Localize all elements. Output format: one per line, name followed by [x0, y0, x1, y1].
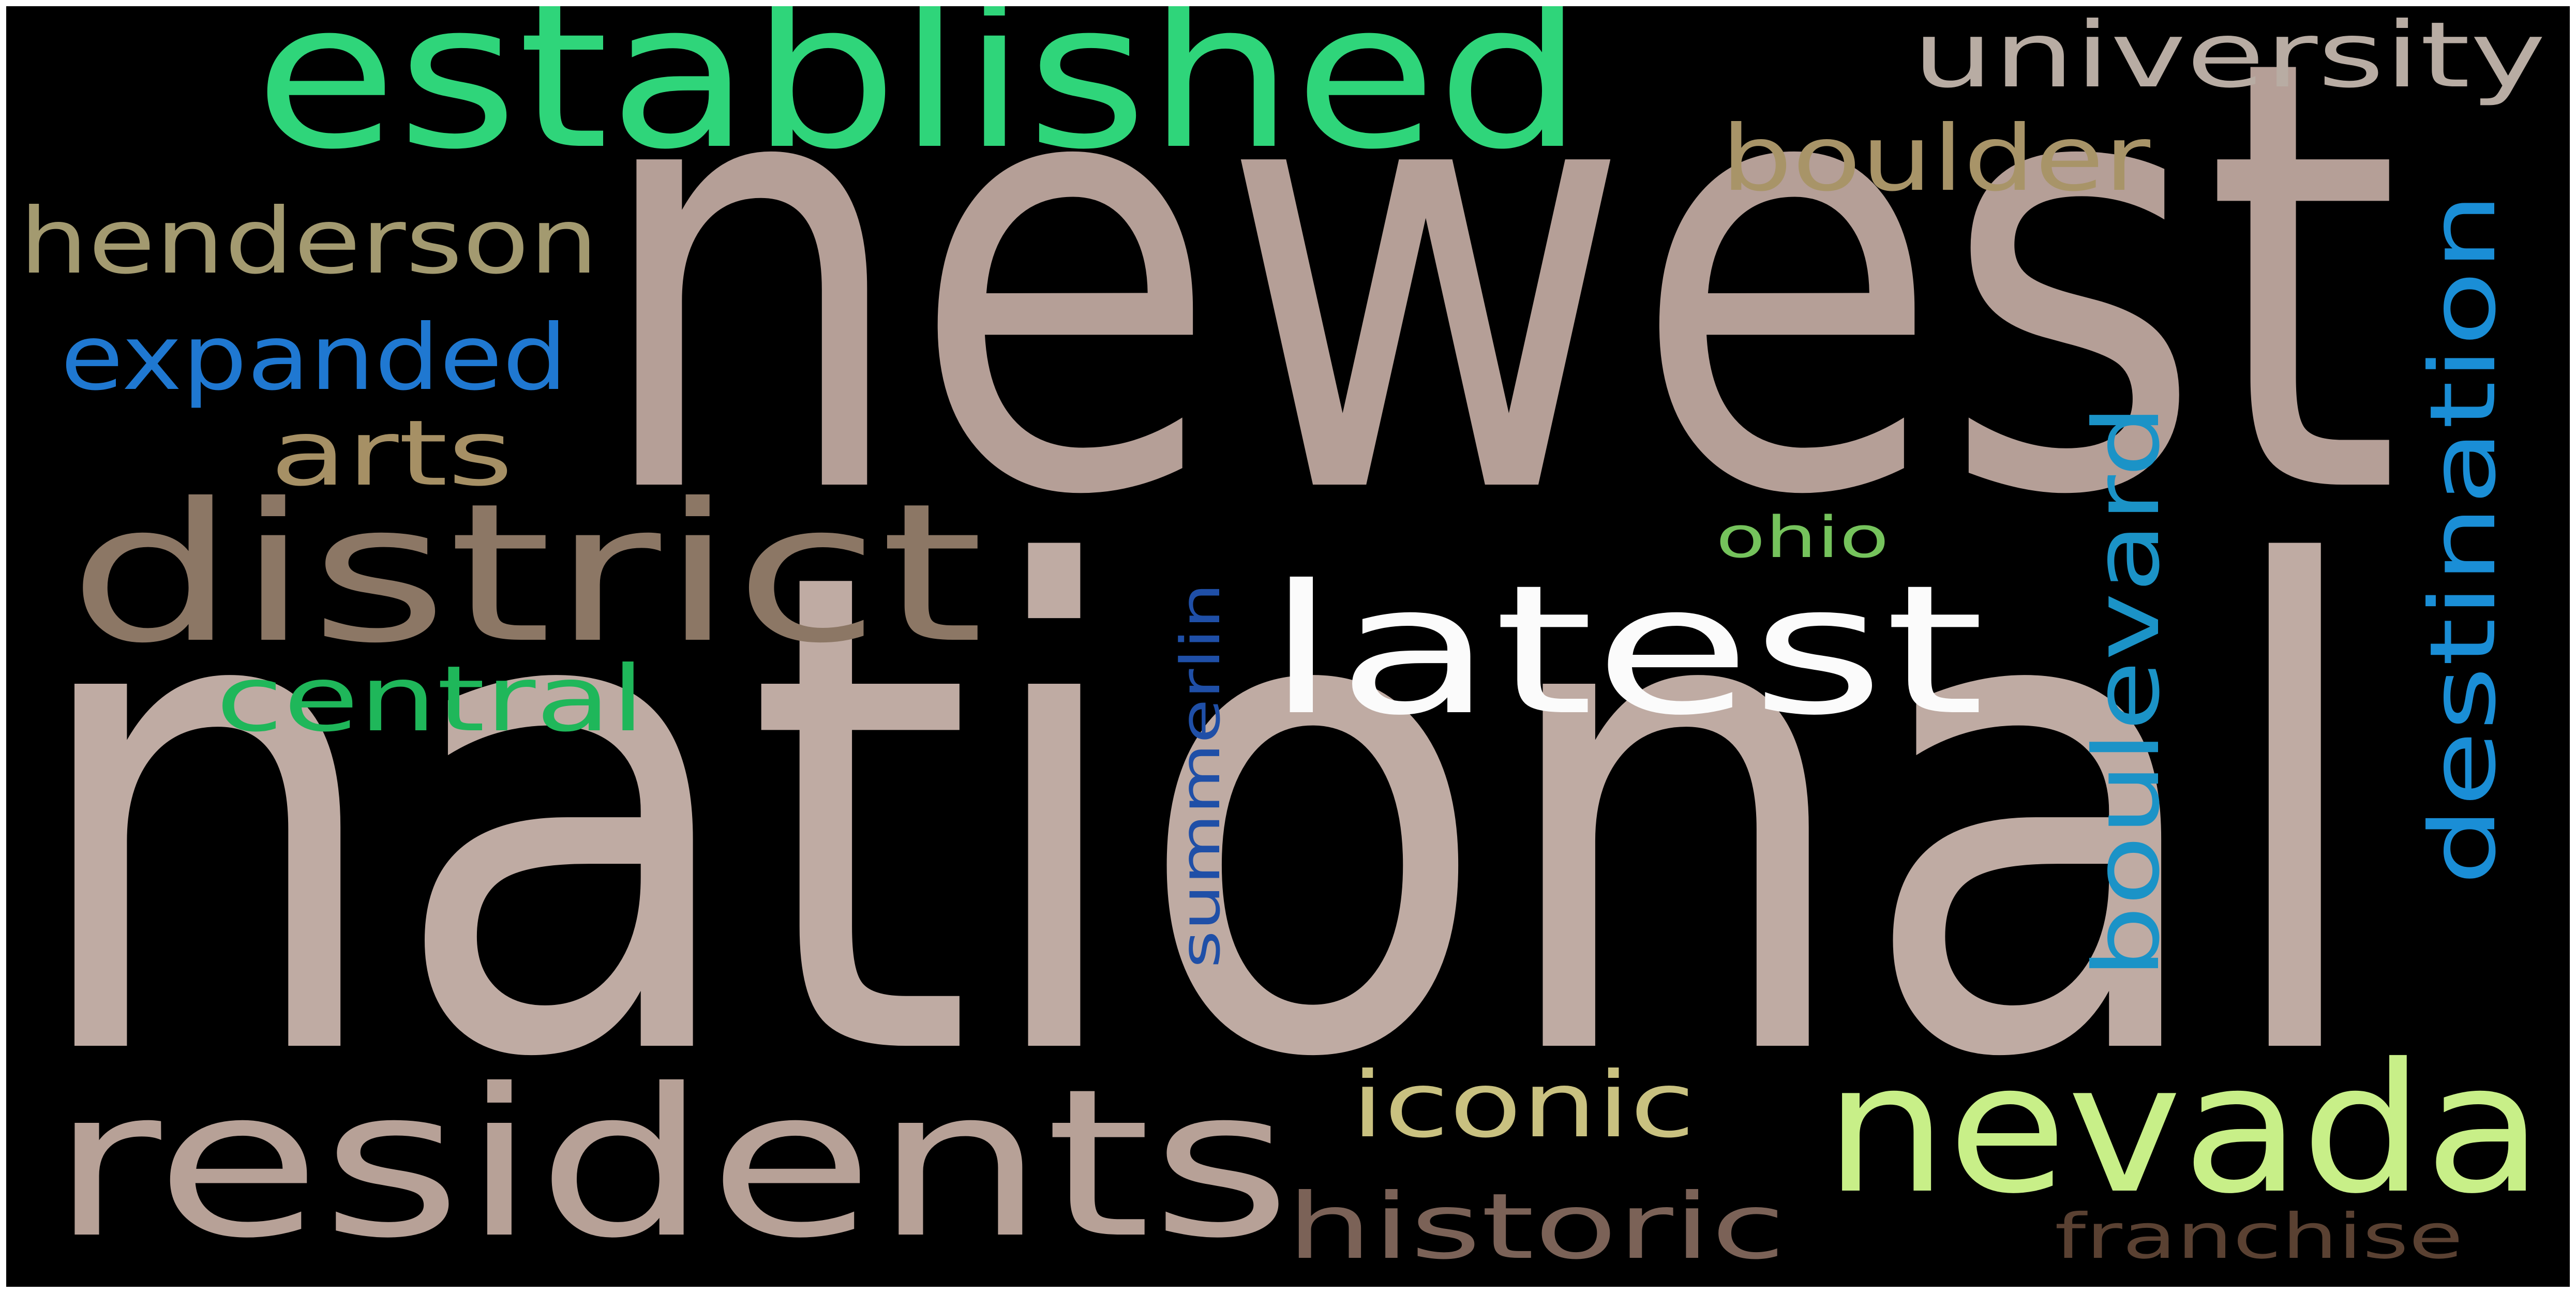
word-arts: arts: [270, 401, 513, 506]
word-iconic: iconic: [1351, 1053, 1695, 1158]
word-ohio: ohio: [1716, 504, 1889, 570]
word-university: university: [1912, 6, 2546, 108]
word-central: central: [216, 647, 645, 752]
word-newest: newest: [591, 6, 2401, 625]
word-boulder: boulder: [1721, 107, 2150, 212]
word-historic: historic: [1286, 1175, 1786, 1280]
word-summerlin: summerlin: [1169, 583, 1232, 968]
word-established: established: [254, 6, 1584, 193]
word-boulevard: boulevard: [2075, 404, 2180, 979]
word-cloud: newest national established district res…: [6, 6, 2570, 1287]
word-destination: destination: [2411, 192, 2516, 885]
word-franchise: franchise: [2055, 1201, 2463, 1273]
word-nevada: nevada: [1824, 1026, 2543, 1233]
word-latest: latest: [1266, 547, 1985, 755]
word-henderson: henderson: [19, 189, 598, 294]
word-district: district: [68, 463, 984, 685]
word-expanded: expanded: [61, 306, 567, 411]
word-cloud-canvas: newest national established district res…: [19, 6, 2546, 1283]
word-residents: residents: [50, 1045, 1292, 1283]
word-national: national: [22, 431, 2375, 1202]
